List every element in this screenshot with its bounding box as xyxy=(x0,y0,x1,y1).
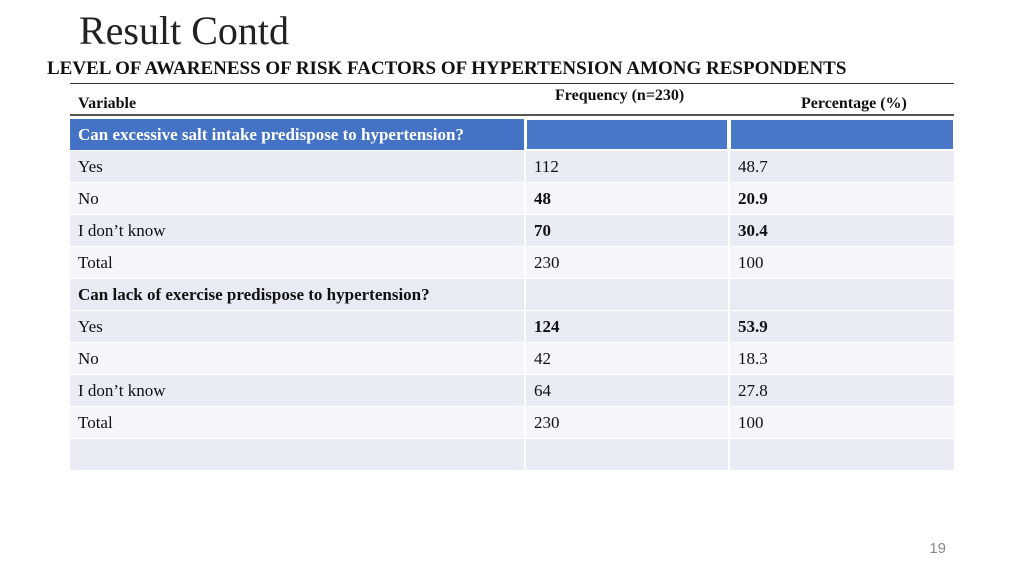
percentage-cell: 27.8 xyxy=(729,374,954,407)
frequency-cell: 42 xyxy=(525,342,730,375)
percentage-cell: 100 xyxy=(729,406,954,439)
percentage-cell xyxy=(729,278,954,311)
variable-cell: I don’t know xyxy=(70,374,526,407)
table-row: Yes 124 53.9 xyxy=(70,310,954,343)
section-header-row: Can lack of exercise predispose to hyper… xyxy=(70,278,954,311)
awareness-table: Can excessive salt intake predispose to … xyxy=(70,119,954,471)
table-row: Yes 112 48.7 xyxy=(70,150,954,183)
table-row: I don’t know 70 30.4 xyxy=(70,214,954,247)
percentage-cell: 20.9 xyxy=(729,182,954,215)
frequency-cell xyxy=(525,119,730,151)
table-body: Can excessive salt intake predispose to … xyxy=(70,119,954,471)
frequency-cell: 112 xyxy=(525,150,730,183)
variable-cell: Can lack of exercise predispose to hyper… xyxy=(70,278,526,311)
variable-cell: Total xyxy=(70,246,526,279)
variable-cell: Yes xyxy=(70,150,526,183)
variable-cell xyxy=(70,438,526,471)
percentage-cell xyxy=(729,438,954,471)
table-row: No 42 18.3 xyxy=(70,342,954,375)
table-row xyxy=(70,438,954,471)
frequency-cell: 230 xyxy=(525,246,730,279)
table-row: Total 230 100 xyxy=(70,406,954,439)
variable-cell: Yes xyxy=(70,310,526,343)
percentage-cell: 48.7 xyxy=(729,150,954,183)
frequency-cell xyxy=(525,438,730,471)
percentage-cell: 18.3 xyxy=(729,342,954,375)
variable-cell: No xyxy=(70,182,526,215)
column-header-frequency: Frequency (n=230) xyxy=(555,87,685,104)
frequency-cell: 230 xyxy=(525,406,730,439)
table-header-rule xyxy=(70,114,954,116)
column-header-percentage: Percentage (%) xyxy=(801,95,907,112)
frequency-cell: 124 xyxy=(525,310,730,343)
table-row: Total 230 100 xyxy=(70,246,954,279)
variable-cell: Total xyxy=(70,406,526,439)
slide-title: Result Contd xyxy=(79,8,290,53)
percentage-cell xyxy=(729,119,954,151)
frequency-cell: 70 xyxy=(525,214,730,247)
percentage-cell: 100 xyxy=(729,246,954,279)
table-top-rule xyxy=(70,83,954,84)
column-header-variable: Variable xyxy=(78,95,137,112)
table-row: No 48 20.9 xyxy=(70,182,954,215)
table-caption: LEVEL OF AWARENESS OF RISK FACTORS OF HY… xyxy=(47,58,847,79)
percentage-cell: 30.4 xyxy=(729,214,954,247)
frequency-cell: 64 xyxy=(525,374,730,407)
percentage-cell: 53.9 xyxy=(729,310,954,343)
frequency-cell: 48 xyxy=(525,182,730,215)
variable-cell: No xyxy=(70,342,526,375)
page-number: 19 xyxy=(929,540,946,557)
table-row: I don’t know 64 27.8 xyxy=(70,374,954,407)
variable-cell: Can excessive salt intake predispose to … xyxy=(70,119,526,151)
frequency-cell xyxy=(525,278,730,311)
section-header-row: Can excessive salt intake predispose to … xyxy=(70,119,954,151)
variable-cell: I don’t know xyxy=(70,214,526,247)
